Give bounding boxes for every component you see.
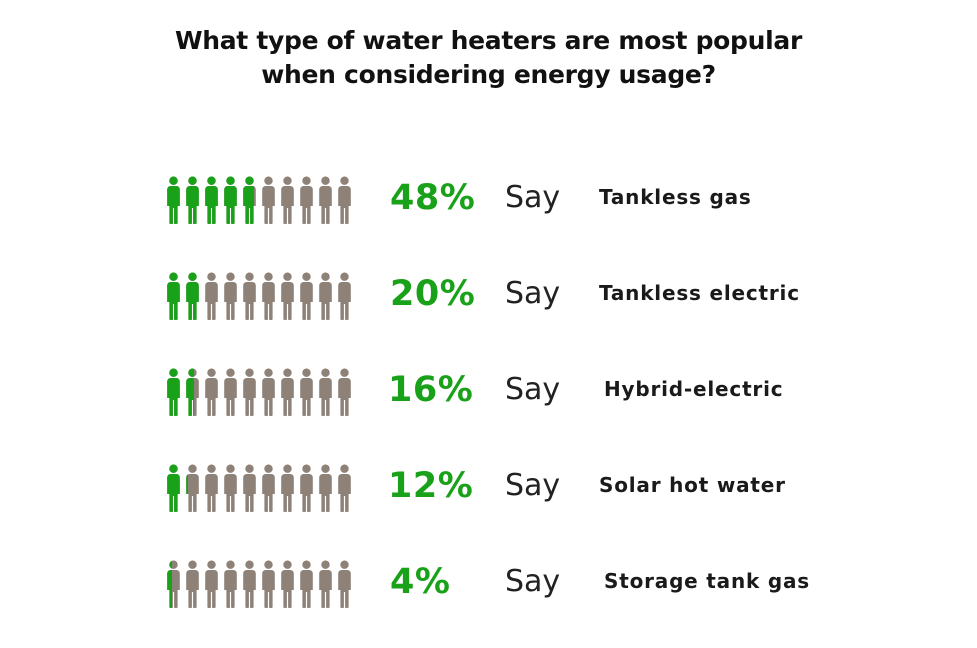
person-icon: [338, 464, 351, 512]
person-icon: [338, 272, 351, 320]
person-icon-fill: [243, 176, 254, 224]
person-icon: [262, 464, 275, 512]
person-icon: [243, 272, 256, 320]
person-icon: [205, 560, 218, 608]
category-label: Solar hot water: [599, 473, 786, 497]
person-icon: [281, 176, 294, 224]
pictogram-row: 48% Say Tankless gas: [0, 176, 977, 236]
person-icon-fill: [186, 368, 194, 416]
chart-title-line-2: when considering energy usage?: [261, 60, 716, 89]
percent-label: 20%: [390, 274, 476, 314]
person-icon-fill: [205, 176, 218, 224]
person-icon-fill: [167, 560, 172, 608]
chart-title-line-1: What type of water heaters are most popu…: [174, 26, 803, 55]
person-icon: [224, 464, 237, 512]
person-icon: [319, 272, 332, 320]
say-label: Say: [505, 564, 561, 599]
person-icon: [224, 272, 237, 320]
person-icon: [319, 368, 332, 416]
person-icon-fill: [167, 176, 180, 224]
category-label: Hybrid-electric: [604, 377, 784, 401]
percent-label: 48%: [390, 178, 476, 218]
person-icon: [243, 368, 256, 416]
person-icon: [205, 464, 218, 512]
person-icon: [300, 176, 313, 224]
person-icon: [338, 176, 351, 224]
chart-title: What type of water heaters are most popu…: [0, 24, 977, 92]
pictogram-row: 12% Say Solar hot water: [0, 464, 977, 524]
person-icon-fill: [167, 368, 180, 416]
person-icon: [224, 560, 237, 608]
percent-label: 16%: [388, 370, 474, 410]
person-icon: [186, 560, 199, 608]
pictogram-row: 4% Say Storage tank gas: [0, 560, 977, 620]
category-label: Storage tank gas: [604, 569, 810, 593]
say-label: Say: [505, 180, 561, 215]
person-icon: [262, 368, 275, 416]
person-icon: [338, 368, 351, 416]
person-icon: [262, 176, 275, 224]
say-label: Say: [505, 276, 561, 311]
person-icon: [186, 464, 199, 512]
person-icon: [224, 368, 237, 416]
person-icon: [281, 464, 294, 512]
person-icon: [186, 176, 199, 224]
person-icon-fill: [186, 176, 199, 224]
person-icon: [281, 560, 294, 608]
category-label: Tankless gas: [599, 185, 752, 209]
person-icon: [243, 176, 256, 224]
person-icon: [262, 560, 275, 608]
people-icons: [167, 272, 351, 320]
person-icon: [243, 560, 256, 608]
person-icon: [300, 272, 313, 320]
person-icon: [281, 272, 294, 320]
person-icon: [167, 464, 180, 512]
pictogram-row: 16% Say Hybrid-electric: [0, 368, 977, 428]
say-label: Say: [505, 468, 561, 503]
person-icon-fill: [167, 272, 180, 320]
person-icon: [205, 272, 218, 320]
person-icon: [300, 368, 313, 416]
person-icon: [281, 368, 294, 416]
person-icon: [167, 176, 180, 224]
say-label: Say: [505, 372, 561, 407]
people-icons: [167, 368, 351, 416]
people-icons: [167, 560, 351, 608]
person-icon-fill: [186, 272, 199, 320]
pictogram-row: 20% Say Tankless electric: [0, 272, 977, 332]
people-icons: [167, 464, 351, 512]
person-icon: [167, 272, 180, 320]
person-icon-fill: [224, 176, 237, 224]
percent-label: 4%: [390, 562, 451, 602]
person-icon: [338, 560, 351, 608]
person-icon: [186, 368, 199, 416]
people-icons: [167, 176, 351, 224]
person-icon: [167, 560, 180, 608]
person-icon: [300, 560, 313, 608]
person-icon: [205, 176, 218, 224]
person-icon: [262, 272, 275, 320]
person-icon: [167, 368, 180, 416]
person-icon: [319, 560, 332, 608]
category-label: Tankless electric: [599, 281, 800, 305]
person-icon: [205, 368, 218, 416]
person-icon-fill: [186, 474, 188, 494]
percent-label: 12%: [388, 466, 474, 506]
person-icon: [319, 176, 332, 224]
person-icon: [300, 464, 313, 512]
person-icon: [224, 176, 237, 224]
person-icon-fill: [167, 464, 180, 512]
person-icon: [319, 464, 332, 512]
person-icon: [243, 464, 256, 512]
person-icon: [186, 272, 199, 320]
